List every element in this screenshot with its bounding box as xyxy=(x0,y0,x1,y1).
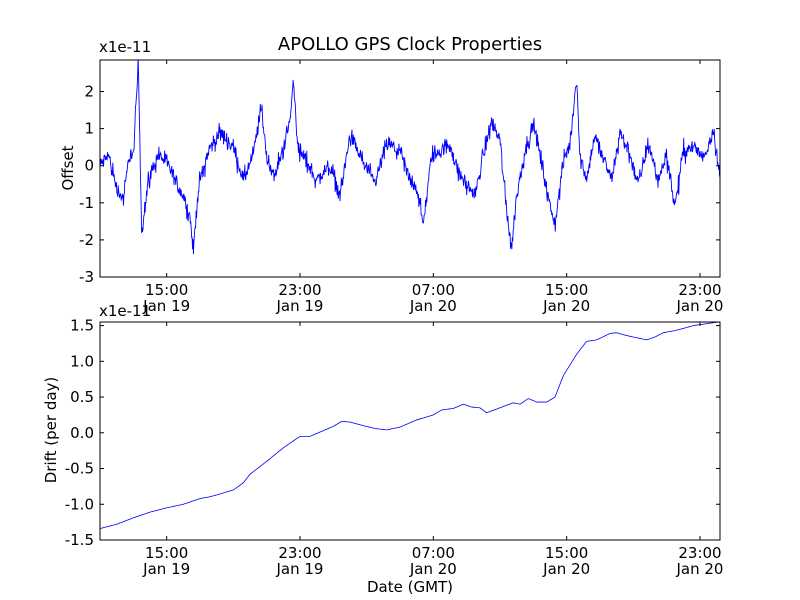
drift-y-tick-label: -1.5 xyxy=(65,531,94,549)
offset-plot-area: -3 -2 -1 0 1 2 15:00 Jan 19 23:00 Jan 19 07:00 Jan … xyxy=(79,59,724,315)
drift-x-tick-label: 15:00 Jan 20 xyxy=(542,544,590,578)
drift-y-tick-label: 0.5 xyxy=(70,388,94,406)
offset-y-axis-label: Offset xyxy=(59,145,77,190)
offset-x-tick-label: 15:00 Jan 19 xyxy=(142,281,190,315)
drift-plot-area: -1.5 -1.0 -0.5 0.0 0.5 1.0 1.5 15:00 Jan 19 23:00… xyxy=(65,317,724,578)
offset-x-tick-label: 23:00 Jan 19 xyxy=(276,281,324,315)
offset-y-tick-label: 1 xyxy=(84,120,94,138)
offset-x-tick-label: 23:00 Jan 20 xyxy=(676,281,724,315)
offset-y-tick-label: -1 xyxy=(79,194,94,212)
drift-y-tick-label: 0.0 xyxy=(70,424,94,442)
offset-y-tick-label: 0 xyxy=(84,157,94,175)
drift-axes-frame xyxy=(99,321,721,541)
offset-x-tick-label: 07:00 Jan 20 xyxy=(409,281,457,315)
drift-x-tick-label: 15:00 Jan 19 xyxy=(142,544,190,578)
drift-x-axis-label: Date (GMT) xyxy=(367,578,453,596)
drift-y-tick-label: 1.0 xyxy=(70,352,94,370)
offset-y-tick-label: -2 xyxy=(79,231,94,249)
offset-y-tick-label: 2 xyxy=(84,83,94,101)
offset-y-tick-label: -3 xyxy=(79,268,94,286)
offset-x-tick-label: 15:00 Jan 20 xyxy=(542,281,590,315)
drift-x-tick-label: 07:00 Jan 20 xyxy=(409,544,457,578)
drift-y-axis-label: Drift (per day) xyxy=(42,377,60,484)
drift-series-line xyxy=(100,322,720,529)
drift-y-tick-label: 1.5 xyxy=(70,317,94,335)
drift-y-axis-label-group: Drift (per day) xyxy=(42,377,60,484)
drift-y-tick-label: -1.0 xyxy=(65,495,94,513)
drift-y-tick-label: -0.5 xyxy=(65,460,94,478)
offset-y-axis-label-group: Offset xyxy=(59,145,77,190)
offset-series-line xyxy=(100,60,720,255)
offset-scale-label: x1e-11 xyxy=(99,38,151,56)
drift-x-tick-label: 23:00 Jan 20 xyxy=(676,544,724,578)
offset-axes-frame xyxy=(99,59,721,278)
drift-scale-label: x1e-11 xyxy=(99,302,151,320)
drift-panel: x1e-11 Drift (per day) Date (GMT) -1.5-1… xyxy=(42,302,723,596)
offset-panel: x1e-11 Offset -3 -2 -1 0 1 2 15:00 Jan 19 23:00 J… xyxy=(59,38,723,315)
figure-title: APOLLO GPS Clock Properties xyxy=(278,34,542,55)
drift-x-tick-label: 23:00 Jan 19 xyxy=(276,544,324,578)
